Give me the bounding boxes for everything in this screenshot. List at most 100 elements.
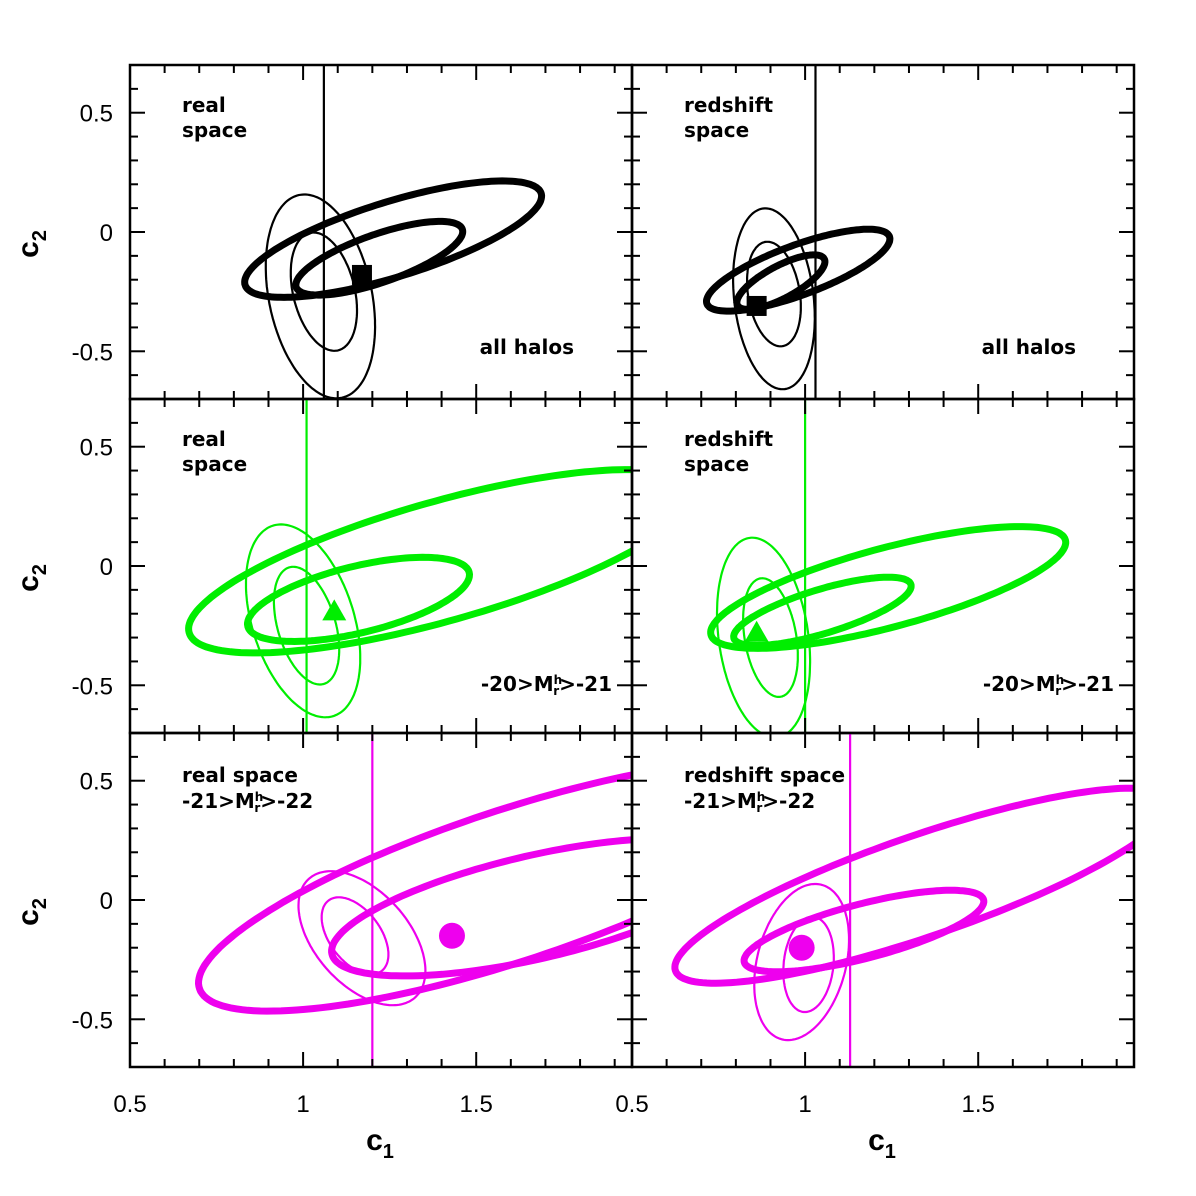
thin-contour-2 <box>297 870 427 1007</box>
y-tick-label: 0.5 <box>80 769 113 796</box>
magnitude-part: r <box>254 801 260 815</box>
thick-contour-0 <box>671 784 1134 987</box>
y-axis-title-sub: 2 <box>29 898 51 909</box>
panel-space-label: redshift <box>684 93 773 117</box>
panel-space-label: redshift space <box>684 763 845 787</box>
panel-space-label: real <box>182 93 226 117</box>
panel-space-label: space <box>684 452 749 476</box>
y-axis-title-base: c <box>12 575 45 592</box>
thin-contour-3 <box>746 240 802 348</box>
magnitude-part: h <box>757 790 766 804</box>
x-axis-title-base: c <box>366 1124 383 1157</box>
x-axis-title: c1 <box>868 1124 896 1163</box>
y-axis-title-sub: 2 <box>29 230 51 241</box>
y-axis-title-sub: 2 <box>29 564 51 575</box>
magnitude-part: h <box>255 790 264 804</box>
y-axis-title: c2 <box>12 230 51 258</box>
panel-plot-area <box>241 65 546 399</box>
x-tick-label: 0.5 <box>615 1091 648 1118</box>
magnitude-part: >-22 <box>762 789 815 813</box>
thin-contour-3 <box>782 915 835 1014</box>
magnitude-part: r <box>1055 684 1061 698</box>
thin-contour-2 <box>753 882 851 1042</box>
thin-contour-2 <box>732 207 816 391</box>
x-tick-label: 1 <box>798 1091 811 1118</box>
thin-contour-2 <box>244 523 362 719</box>
thin-contour-2 <box>715 536 812 733</box>
panel-plot-area <box>194 733 632 1067</box>
thin-contour-3 <box>742 577 799 698</box>
panel-plot-area <box>185 399 632 733</box>
best-fit-marker-circle <box>438 922 465 949</box>
magnitude-part: h <box>554 673 563 687</box>
y-tick-label: 0.5 <box>80 101 113 128</box>
best-fit-marker-square <box>351 264 372 285</box>
y-axis-title-base: c <box>12 909 45 926</box>
magnitude-part: r <box>756 801 762 815</box>
y-tick-label: 0 <box>100 554 113 581</box>
magnitude-part: -21>M <box>684 789 757 813</box>
panel-space-label: real <box>182 427 226 451</box>
x-tick-label: 1.5 <box>460 1091 493 1118</box>
y-axis-title-base: c <box>12 241 45 258</box>
x-tick-label: 0.5 <box>113 1091 146 1118</box>
best-fit-marker-circle <box>788 934 815 961</box>
panel-magnitude-label: -20>Mh r>-21 <box>983 672 1114 698</box>
panel-space-label: space <box>182 452 247 476</box>
thick-contour-0 <box>241 177 546 301</box>
panel-space-label: space <box>684 118 749 142</box>
panel-magnitude-label: -21>Mh r>-22 <box>182 789 313 815</box>
thin-contour-3 <box>320 896 390 976</box>
panel-sample-label: all halos <box>982 335 1076 359</box>
magnitude-part: >-21 <box>559 672 612 696</box>
y-axis-title: c2 <box>12 564 51 592</box>
magnitude-part: h <box>1056 673 1065 687</box>
thick-contour-1 <box>244 553 474 646</box>
panel-sample-label: all halos <box>480 335 574 359</box>
thick-contour-1 <box>292 217 467 299</box>
panel-space-label: real space <box>182 763 298 787</box>
tick-marks <box>631 64 1134 400</box>
y-tick-label: 0.5 <box>80 435 113 462</box>
y-tick-label: -0.5 <box>72 1007 113 1034</box>
best-fit-marker-square <box>746 295 767 316</box>
y-axis-title: c2 <box>12 898 51 926</box>
thin-contour-3 <box>272 565 341 686</box>
magnitude-part: -21>M <box>182 789 255 813</box>
panel-5: redshift space-21>Mh r>-22 <box>630 731 1136 1069</box>
x-axis-title-sub: 1 <box>885 1141 896 1163</box>
x-axis-title: c1 <box>366 1124 394 1163</box>
best-fit-marker-triangle <box>322 599 347 621</box>
x-axis-title-base: c <box>868 1124 885 1157</box>
panel-plot-area <box>707 399 1070 733</box>
magnitude-part: >-22 <box>260 789 313 813</box>
x-tick-label: 1 <box>296 1091 309 1118</box>
thick-contour-0 <box>185 466 632 657</box>
y-tick-label: 0 <box>100 888 113 915</box>
thick-contour-1 <box>730 573 915 650</box>
thick-contour-0 <box>194 771 632 1015</box>
magnitude-part: >-21 <box>1061 672 1114 696</box>
thick-contour-1 <box>328 836 632 980</box>
y-tick-label: 0 <box>100 220 113 247</box>
panel-magnitude-label: -21>Mh r>-22 <box>684 789 815 815</box>
x-tick-label: 1.5 <box>962 1091 995 1118</box>
y-tick-label: -0.5 <box>72 339 113 366</box>
magnitude-part: r <box>553 684 559 698</box>
x-axis-title-sub: 1 <box>383 1141 394 1163</box>
best-fit-marker-triangle <box>744 620 769 642</box>
tick-marks <box>631 398 1134 734</box>
magnitude-part: -20>M <box>481 672 554 696</box>
panel-space-label: space <box>182 118 247 142</box>
panel-space-label: redshift <box>684 427 773 451</box>
panel-plot-area <box>703 65 894 399</box>
panel-magnitude-label: -20>Mh r>-21 <box>481 672 612 698</box>
panel-frame <box>630 731 1136 1069</box>
